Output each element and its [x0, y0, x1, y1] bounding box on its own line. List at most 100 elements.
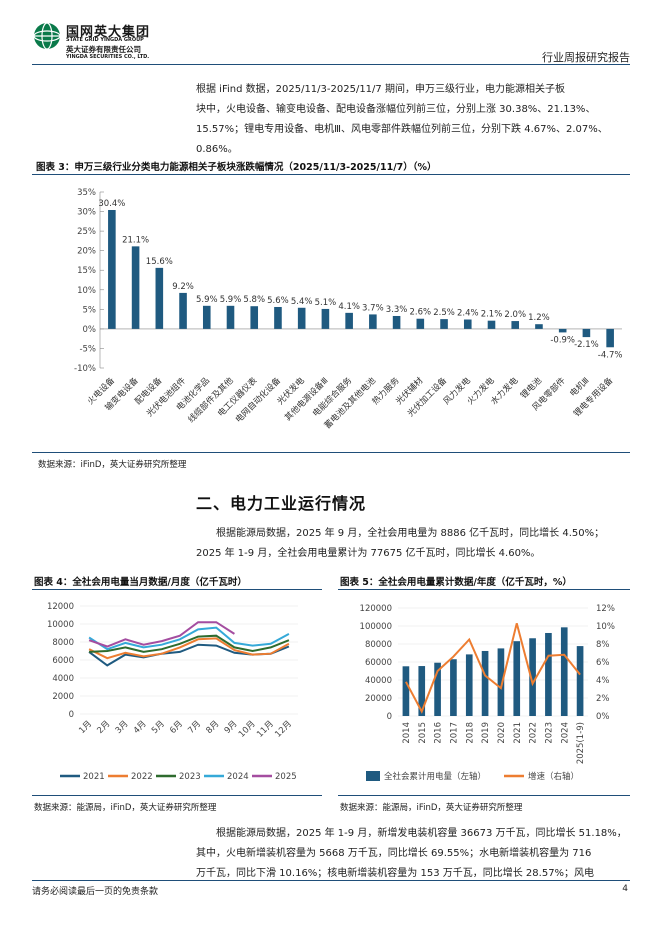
footer-rule	[32, 880, 630, 881]
bar	[497, 648, 505, 716]
y-tick-label: -10%	[74, 364, 96, 374]
bar	[440, 319, 448, 329]
paragraph-3: 根据能源局数据，2025 年 1-9 月，新增发电装机容量 36673 万千瓦，…	[196, 824, 632, 884]
data-label: -0.9%	[550, 335, 575, 345]
footer-disclaimer: 请务必阅读最后一页的免责条款	[32, 887, 159, 897]
bar	[179, 292, 187, 329]
data-label: 5.9%	[196, 295, 218, 305]
bar	[226, 305, 235, 329]
x-tick-label: 12月	[273, 719, 294, 740]
bar	[545, 632, 552, 716]
y-left-tick-label: 0	[387, 712, 392, 722]
bar	[131, 246, 140, 329]
figure-4-chart: 0 2000 4000 6000 8000 10000 12000 1月 2月 3月 4月 5月 6月 7…	[47, 602, 298, 782]
y-tick-label: 0	[69, 710, 74, 720]
bar	[108, 209, 116, 329]
y-tick-label: 12000	[47, 602, 74, 612]
state-grid-logo	[33, 22, 61, 50]
bar	[463, 319, 472, 329]
y-left-tick-label: 20000	[365, 694, 392, 704]
figure-4-title: 图表 4：全社会用电量当月数据/月度（亿千瓦时）	[34, 577, 247, 588]
paragraph-line: 其中，火电新增装机容量为 5668 万千瓦，同比增长 69.55%；水电新增装机…	[196, 848, 592, 859]
x-tick-label: 2019	[481, 722, 491, 744]
data-label: 5.1%	[315, 298, 337, 308]
figure-3-source-rule	[32, 452, 630, 453]
y-tick-label: 25%	[77, 227, 96, 237]
x-tick-label: 2014	[402, 722, 412, 744]
data-label: 2.0%	[504, 310, 526, 320]
bar	[513, 641, 521, 716]
figure-5-title: 图表 5：全社会用电量累计数据/年度（亿千瓦时，%）	[340, 577, 572, 588]
y-right-tick-label: 4%	[596, 676, 610, 686]
paragraph-2-cont: 2025 年 1-9 月，全社会用电量累计为 77675 亿千瓦时，同比增长 4…	[196, 544, 632, 564]
x-tick-label: 2016	[434, 722, 444, 744]
x-tick-label: 2月	[95, 719, 112, 736]
legend-label: 2023	[179, 772, 201, 782]
securities-name-cn: 英大证券有限责任公司	[66, 45, 141, 54]
data-label: 1.2%	[528, 313, 550, 323]
bar	[529, 638, 536, 716]
x-tick-label: 2024	[560, 722, 570, 744]
legend-label: 2022	[131, 772, 153, 782]
bar	[576, 646, 584, 716]
y-tick-label: 10000	[47, 620, 74, 630]
y-tick-label: 30%	[77, 208, 96, 218]
data-label: -4.7%	[598, 350, 623, 360]
figure-4-title-bar: 图表 4：全社会用电量当月数据/月度（亿千瓦时）	[32, 573, 322, 590]
figure-4-source: 数据来源：能源局，iFinD，英大证券研究所整理	[34, 803, 217, 813]
x-tick-label: 2018	[465, 722, 475, 744]
bar	[418, 666, 426, 716]
x-tick-label: 3月	[114, 719, 131, 736]
y-left-tick-label: 80000	[365, 640, 392, 650]
data-label: 2.1%	[481, 310, 503, 320]
data-label: 5.6%	[267, 296, 289, 306]
bar	[250, 306, 259, 329]
bar	[155, 267, 164, 329]
paragraph-line: 0.86%。	[196, 144, 238, 155]
bar	[558, 328, 567, 333]
legend-swatch-bar	[366, 771, 380, 781]
figure-3-chart: -10%-5%0%5%10%15%20%25%30%35%30.4%火电设备21…	[74, 188, 623, 431]
x-tick-label: 2022	[529, 722, 539, 744]
y-tick-label: 0%	[83, 325, 97, 335]
x-tick-label: 2021	[513, 722, 523, 744]
bar	[434, 662, 441, 716]
y-left-tick-label: 100000	[360, 622, 392, 632]
x-tick-label: 5月	[150, 719, 167, 736]
figure-5-title-bar: 图表 5：全社会用电量累计数据/年度（亿千瓦时，%）	[338, 573, 630, 590]
y-tick-label: 5%	[83, 305, 97, 315]
y-right-tick-label: 6%	[596, 658, 610, 668]
paragraph-2: 根据能源局数据，2025 年 9 月，全社会用电量为 8886 亿千瓦时，同比增…	[196, 524, 632, 544]
y-left-tick-label: 120000	[360, 604, 392, 614]
legend-label: 全社会累计用电量（左轴）	[384, 771, 486, 782]
y-tick-label: 35%	[77, 188, 96, 198]
data-label: -2.1%	[574, 340, 599, 350]
bar	[321, 308, 330, 329]
series-line-2022	[88, 637, 290, 660]
report-type: 行业周报研究报告	[542, 51, 630, 64]
bar	[392, 315, 401, 329]
y-left-tick-label: 40000	[365, 676, 392, 686]
data-label: 5.8%	[243, 295, 265, 305]
data-label: 4.1%	[338, 302, 360, 312]
series-line-2025	[88, 621, 235, 648]
bar	[202, 305, 211, 329]
paragraph-1: 根据 iFind 数据，2025/11/3-2025/11/7 期间，申万三级行…	[196, 80, 632, 160]
x-tick-label: 6月	[168, 719, 185, 736]
y-right-tick-label: 10%	[596, 622, 615, 632]
bar	[481, 650, 489, 716]
paragraph-line: 万千瓦，同比下滑 10.16%；核电新增装机容量为 153 万千瓦，同比增长 2…	[196, 868, 595, 879]
x-tick-label: 2020	[497, 722, 507, 744]
x-tick-label: 11月	[255, 719, 276, 740]
company-name-en: STATE GRID YINGDA GROUP	[66, 37, 144, 43]
figure-5-source-rule	[338, 795, 630, 796]
x-tick-label: 2023	[544, 722, 554, 744]
figure-3-title-bar: 图表 3：申万三级行业分类电力能源相关子板块涨跌幅情况（2025/11/3-20…	[32, 158, 630, 175]
bar	[402, 666, 410, 716]
bar	[560, 627, 568, 716]
x-tick-label: 1月	[77, 719, 94, 736]
bar	[582, 328, 591, 338]
data-label: 15.6%	[146, 257, 173, 267]
figure-3-title: 图表 3：申万三级行业分类电力能源相关子板块涨跌幅情况（2025/11/3-20…	[36, 162, 437, 173]
x-tick-label: 2015	[418, 722, 428, 744]
